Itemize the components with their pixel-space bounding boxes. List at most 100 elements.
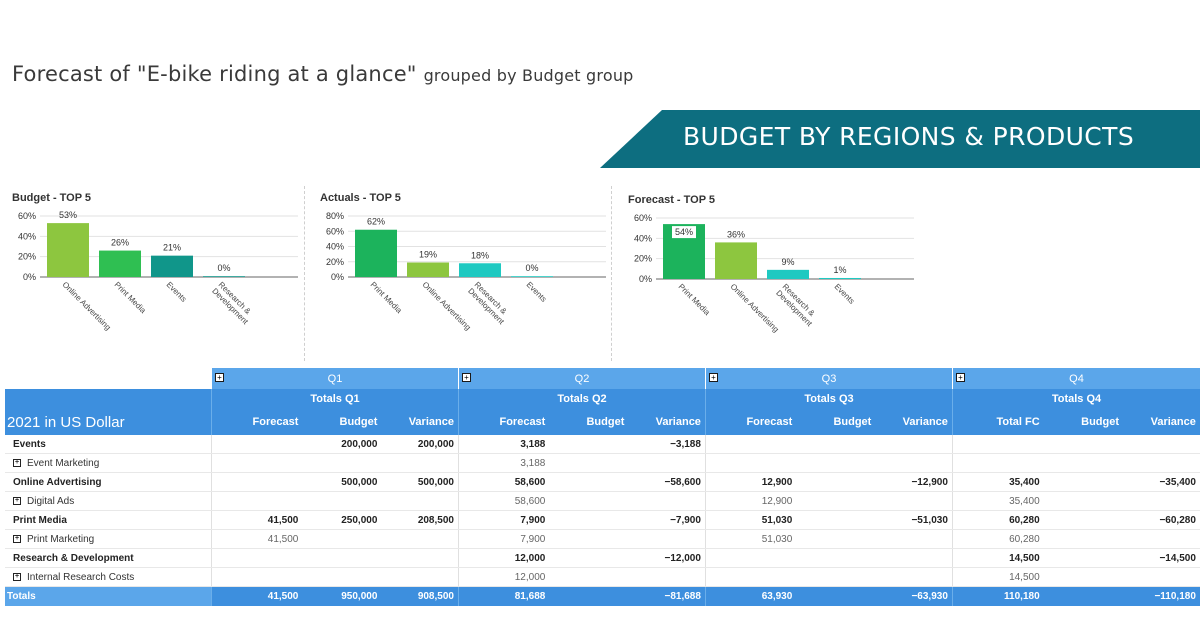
totals-cell [549,587,628,606]
bar[interactable] [459,263,501,277]
column-header[interactable]: Budget [549,409,629,435]
column-header[interactable]: Variance [875,409,952,435]
totals-cell: 950,000 [341,591,378,602]
table-cell: 200,000 [417,438,454,450]
column-header[interactable]: Forecast [457,409,550,435]
expand-icon[interactable]: + [13,497,21,505]
y-tick-label: 60% [18,211,36,221]
table-row: + Internal Research Costs 12,000 14,500 [5,568,1200,587]
banner: BUDGET BY REGIONS & PRODUCTS [600,110,1200,168]
bar[interactable] [355,229,397,277]
column-header[interactable]: Variance [628,409,705,435]
totals-cell: −81,688 [664,591,701,602]
page-title-main: Forecast of "E-bike riding at a glance" [12,62,417,86]
table-cell: 60,280 [951,530,1044,548]
quarter-header-q1[interactable]: + Q1 [211,368,458,389]
table-cell: 3,188 [457,435,549,453]
bar[interactable] [203,276,245,277]
data-label: 53% [59,210,77,220]
year-label: 2021 in US Dollar [5,409,211,435]
row-label: Research & Development [13,552,134,564]
table-row: Print Media 41,500 250,000 208,500 7,900 −7,9… [5,511,1200,530]
table-cell [704,454,796,472]
table-cell: 12,900 [704,492,796,510]
x-tick-label: Print Media [369,280,404,315]
table-cell [875,568,952,586]
data-label: 0% [525,263,538,273]
svg-text:Print Media: Print Media [369,280,404,315]
column-header[interactable]: Variance [381,409,458,435]
expand-icon[interactable]: + [13,573,21,581]
budget-chart: Budget - TOP 5 60% 40% 20% 0% 53% Online Adver… [10,186,302,360]
expand-icon[interactable]: + [13,459,21,467]
chart-title: Budget - TOP 5 [12,192,91,204]
quarter-header-q3[interactable]: + Q3 [705,368,952,389]
row-label[interactable]: + Digital Ads [13,495,75,507]
table-row: + Event Marketing 3,188 [5,454,1200,473]
bar[interactable] [767,269,809,279]
table-cell: 14,500 [951,549,1044,567]
column-header[interactable]: Variance [1123,409,1200,435]
table-cell [1123,568,1200,586]
quarter-header-q2[interactable]: + Q2 [458,368,705,389]
expand-icon[interactable]: + [13,535,21,543]
banner-text: BUDGET BY REGIONS & PRODUCTS [683,122,1135,151]
table-cell [381,492,458,510]
data-label: 36% [727,229,745,239]
expand-icon[interactable]: + [709,373,718,382]
bar[interactable] [819,277,861,279]
quarter-header-q4[interactable]: + Q4 [952,368,1200,389]
table-cell [796,492,875,510]
y-tick-label: 80% [326,211,344,221]
table-cell: −3,188 [670,438,701,450]
expand-icon[interactable]: + [956,373,965,382]
row-label[interactable]: + Internal Research Costs [13,571,135,583]
y-tick-label: 60% [326,226,344,236]
table-cell [1123,530,1200,548]
y-tick-label: 40% [326,242,344,252]
table-cell [211,435,302,453]
table-cell: 208,500 [417,514,454,526]
table-row: Events 200,000 200,000 3,188 −3,188 [5,435,1200,454]
table-cell [549,530,628,548]
table-cell: 14,500 [951,568,1044,586]
bar[interactable] [99,250,141,277]
data-label: 62% [367,217,385,227]
bar[interactable] [407,262,449,277]
totals-cell [796,587,875,606]
column-header[interactable]: Total FC [951,409,1044,435]
bar[interactable] [511,276,553,277]
column-header[interactable]: Forecast [211,409,303,435]
forecast-chart: Forecast - TOP 5 60% 40% 20% 0% 54% Print Medi… [626,186,918,360]
column-header[interactable]: Budget [1043,409,1124,435]
data-label: 9% [781,257,794,267]
row-label[interactable]: + Event Marketing [13,457,100,469]
bar[interactable] [47,223,89,277]
table-cell [1123,492,1200,510]
table-cell [302,530,381,548]
x-tick-label: Events [833,282,857,306]
svg-text:Online Advertising: Online Advertising [729,282,781,334]
table-cell [875,435,952,453]
banner-shape [600,110,1200,168]
table-cell: 35,400 [951,473,1044,491]
column-header[interactable]: Budget [302,409,382,435]
y-tick-label: 0% [331,272,344,282]
table-cell: −12,900 [911,476,948,488]
table-cell: 3,188 [457,454,549,472]
svg-text:Events: Events [525,280,549,304]
page-title-sub: grouped by Budget group [423,66,634,85]
expand-icon[interactable]: + [215,373,224,382]
chart-svg: Forecast - TOP 5 60% 40% 20% 0% 54% Print Medi… [628,194,914,334]
table-cell [875,454,952,472]
table-cell [796,473,875,491]
bar[interactable] [151,255,193,277]
column-header[interactable]: Forecast [704,409,797,435]
totals-cell: 63,930 [704,587,796,606]
expand-icon[interactable]: + [462,373,471,382]
table-cell: −60,280 [1159,514,1196,526]
bar[interactable] [715,242,757,279]
column-header[interactable]: Budget [796,409,876,435]
row-label[interactable]: + Print Marketing [13,533,95,545]
table-cell: 58,600 [457,492,549,510]
